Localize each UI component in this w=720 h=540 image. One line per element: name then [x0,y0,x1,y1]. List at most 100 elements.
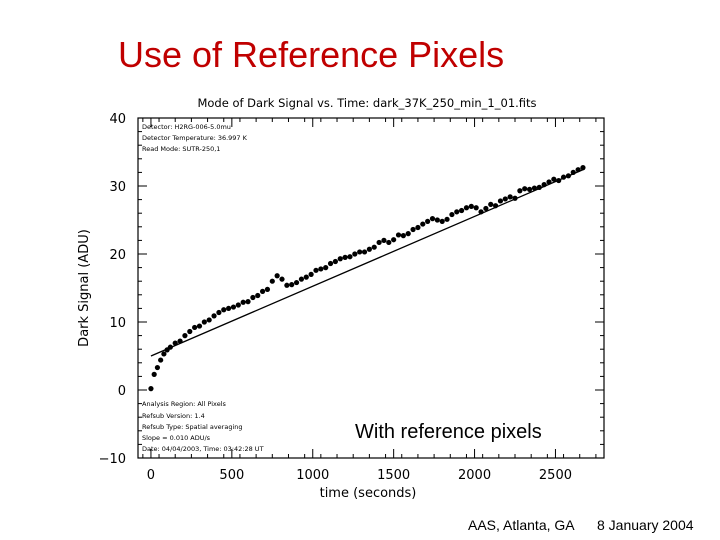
data-point [371,244,377,250]
info-read-mode: Read Mode: SUTR-250,1 [142,145,220,153]
info-date: Date: 04/04/2003, Time: 03:42:28 UT [142,445,264,453]
data-point [439,218,445,224]
fit-line [150,168,585,357]
data-points [148,165,586,392]
data-point [230,304,237,310]
data-point [221,307,227,313]
y-axis-label: Dark Signal (ADU) [77,229,92,347]
data-point [342,254,348,260]
data-point [323,265,329,271]
data-point [546,179,552,185]
data-point [420,221,426,227]
info-top-block: Detector: H2RG-006-5.0mu Detector Temper… [142,123,248,153]
data-point [161,351,167,357]
data-point [454,209,460,215]
data-point [187,328,193,335]
data-point [289,282,295,288]
y-tick-labels: −10 0 10 20 30 40 [99,112,126,467]
data-point [463,205,470,211]
footer-date: 8 January 2004 [597,517,694,533]
data-point [551,176,557,182]
data-point [541,182,547,188]
info-bottom-block: Analysis Region: All Pixels Refsub Versi… [142,400,264,453]
data-point [497,198,504,204]
data-point [293,279,300,286]
info-detector: Detector: H2RG-006-5.0mu [142,123,231,131]
data-point [391,237,397,243]
overlay-label: With reference pixels [355,421,542,443]
y-tick-label: 40 [109,112,126,127]
x-axis-label: time (seconds) [320,486,417,501]
data-point [434,217,440,223]
data-point [264,286,271,292]
data-point [352,251,358,257]
x-tick-label: 0 [147,468,155,483]
data-point [269,278,275,284]
x-tick-labels: 0 500 1000 1500 2000 2500 [147,468,572,483]
data-point [361,249,368,255]
data-point [216,309,222,316]
data-point [570,169,576,175]
data-point [512,195,518,201]
y-tick-label: 10 [109,316,126,331]
info-refsub-type: Refsub Type: Spatial averaging [142,423,243,431]
data-point [255,292,261,299]
data-point [318,266,324,272]
data-point [240,299,246,305]
y-tick-label: 30 [109,180,126,195]
x-tick-label: 2500 [539,468,572,483]
x-tick-label: 1500 [377,468,410,483]
data-point [274,273,280,279]
data-point [488,201,494,207]
data-point [449,211,455,218]
y-tick-label: −10 [99,452,126,467]
data-point [235,302,241,308]
data-point [473,205,479,211]
info-slope: Slope = 0.010 ADU/s [142,434,211,442]
data-point [536,184,542,190]
data-point [415,224,421,231]
data-point [522,186,528,192]
data-point [444,216,450,222]
data-point [502,196,508,202]
chart-title: Mode of Dark Signal vs. Time: dark_37K_2… [197,96,536,110]
data-point [284,282,290,288]
data-point [376,239,382,246]
data-point [405,231,411,237]
data-point [478,209,484,215]
data-point [245,299,251,305]
y-tick-label: 0 [118,384,126,399]
data-point [366,246,372,252]
data-point [196,323,203,329]
plot-frame [137,117,605,459]
data-point [347,254,353,260]
data-point [182,333,188,339]
data-point [386,239,392,246]
data-point [201,319,207,325]
data-point [410,226,416,233]
data-point [151,371,157,377]
data-point [158,357,164,363]
data-point [211,313,217,319]
data-point [327,260,334,267]
data-point [298,276,305,282]
data-point [279,276,285,282]
data-point [492,203,499,209]
data-point [177,338,183,344]
data-point [357,249,363,255]
info-refsub-version: Refsub Version: 1.4 [142,412,205,420]
x-tick-label: 1000 [296,468,329,483]
data-point [192,324,198,331]
data-point [526,186,533,192]
x-tick-label: 2000 [458,468,491,483]
slide-title: Use of Reference Pixels [118,34,505,75]
data-point [483,205,489,212]
data-point [468,203,474,209]
data-point [507,194,513,200]
data-point [531,185,538,191]
data-point [381,237,387,243]
y-tick-label: 20 [109,248,126,263]
data-point [425,218,431,224]
data-point [575,167,581,173]
